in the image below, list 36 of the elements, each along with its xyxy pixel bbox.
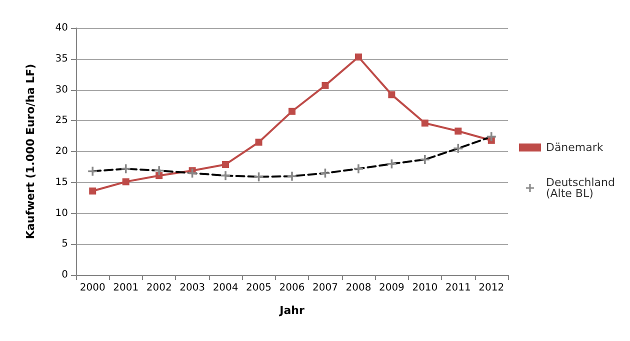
x-tick-label: 2004 [212,282,238,294]
x-tick-label: 2010 [412,282,438,294]
y-tick-label: 0 [62,270,68,280]
point [122,178,130,186]
point [255,138,262,146]
y-axis-title: Kaufwert (1.000 Euro/ha LF) [24,64,37,240]
y-tick-label: 20 [55,146,68,157]
point [322,82,329,89]
point [454,128,462,135]
x-tick-label: 2008 [346,282,372,294]
y-tick-label: 30 [55,84,68,96]
x-tick-label: 2012 [478,282,504,294]
legend-label: Deutschland (Alte BL) [546,176,616,200]
x-tick-label: 2006 [279,282,305,294]
y-tick-label: 15 [55,176,68,188]
x-tick-label: 2000 [80,282,106,294]
point [288,108,296,115]
point [89,188,96,195]
x-tick-label: 2009 [378,282,404,294]
x-tick-label: 2011 [445,282,471,294]
x-tick-label: 2001 [113,282,139,294]
y-tick-label: 5 [62,238,68,250]
point [354,54,362,61]
point [421,120,428,127]
y-tick-label: 10 [55,208,68,219]
x-tick-label: 2007 [312,282,338,294]
x-tick-label: 2002 [146,282,172,294]
x-tick-label: 2003 [180,282,206,294]
point [388,91,396,98]
y-tick-label: 35 [55,53,68,64]
x-tick-label: 2005 [246,282,272,294]
y-tick-label: 25 [55,115,68,126]
point [222,160,230,168]
y-tick-label: 40 [55,22,68,34]
x-axis-title: Jahr [278,304,305,317]
legend-label: Dänemark [546,141,604,154]
